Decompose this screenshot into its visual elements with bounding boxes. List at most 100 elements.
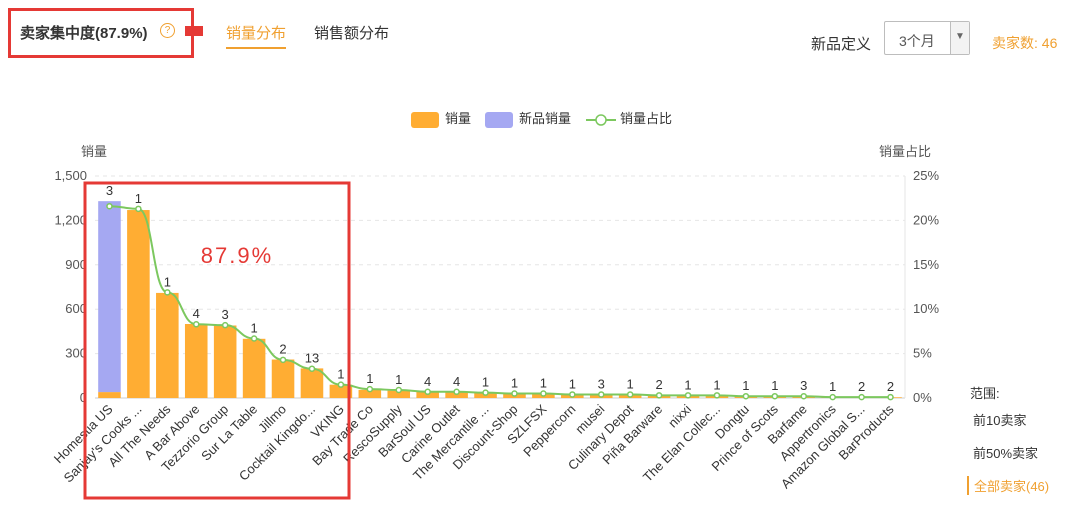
y-tick-label: 1,200 bbox=[54, 212, 87, 227]
bar-data-label: 1 bbox=[164, 274, 171, 289]
ratio-line bbox=[109, 205, 891, 399]
bar-data-label: 1 bbox=[337, 367, 344, 382]
bar-data-label: 4 bbox=[453, 374, 460, 389]
highlight-marker bbox=[185, 26, 203, 36]
new-product-definition-label: 新品定义 bbox=[811, 36, 872, 53]
sales-bar bbox=[271, 359, 295, 398]
range-option-all[interactable]: 全部卖家(46) bbox=[967, 476, 1049, 495]
period-select[interactable]: 3个月 ▼ bbox=[884, 21, 970, 55]
y-axis-title: 销量 bbox=[81, 144, 107, 159]
sales-bar bbox=[242, 338, 266, 398]
bar-data-label: 1 bbox=[771, 378, 778, 393]
new-sales-swatch-icon bbox=[485, 111, 513, 128]
y-tick-label: 600 bbox=[65, 301, 87, 316]
y2-tick-label: 10% bbox=[913, 301, 939, 316]
legend-item-sales[interactable]: 销量 bbox=[411, 108, 471, 128]
legend-item-new-sales[interactable]: 新品销量 bbox=[485, 108, 571, 128]
legend-label-new-sales: 新品销量 bbox=[519, 111, 572, 126]
period-select-value: 3个月 bbox=[899, 33, 935, 49]
bar-data-label: 1 bbox=[627, 376, 634, 391]
tab-sales-distribution[interactable]: 销量分布 bbox=[226, 22, 287, 49]
ratio-point bbox=[540, 390, 547, 397]
sales-bar bbox=[156, 292, 179, 398]
y2-tick-label: 25% bbox=[913, 168, 939, 183]
line-marker-icon bbox=[586, 113, 616, 126]
highlight-box-chart bbox=[83, 181, 351, 500]
bar-data-label: 3 bbox=[598, 376, 605, 391]
bar-data-label: 4 bbox=[193, 306, 200, 321]
bar-data-label: 1 bbox=[395, 372, 402, 387]
ratio-point bbox=[366, 385, 374, 393]
ratio-point bbox=[858, 393, 865, 401]
new-sales-bar bbox=[98, 201, 121, 393]
bar-data-label: 2 bbox=[858, 379, 865, 394]
y-tick-label: 0 bbox=[80, 390, 87, 405]
bar-data-label: 1 bbox=[511, 376, 518, 391]
bar-data-label: 1 bbox=[250, 321, 257, 336]
y2-tick-label: 15% bbox=[913, 257, 939, 272]
ratio-point bbox=[829, 393, 836, 401]
y-tick-label: 900 bbox=[65, 257, 87, 272]
bar-data-label: 2 bbox=[887, 379, 894, 394]
sales-bar bbox=[184, 324, 208, 398]
ratio-point bbox=[308, 365, 316, 372]
bar-data-label: 3 bbox=[222, 307, 229, 322]
ratio-point bbox=[684, 392, 692, 399]
bar-data-label: 1 bbox=[135, 191, 142, 206]
y2-tick-label: 20% bbox=[913, 212, 939, 227]
tab-revenue-distribution[interactable]: 销售额分布 bbox=[314, 25, 390, 42]
y-tick-label: 1,500 bbox=[54, 168, 87, 183]
y2-tick-label: 0% bbox=[913, 390, 932, 405]
ratio-point bbox=[250, 335, 258, 342]
y2-axis-title: 销量占比 bbox=[879, 144, 931, 159]
bar-data-label: 1 bbox=[684, 377, 691, 392]
sales-bar bbox=[98, 392, 121, 398]
y2-tick-label: 5% bbox=[913, 346, 932, 361]
ratio-point bbox=[337, 381, 345, 388]
ratio-point bbox=[800, 392, 807, 400]
ratio-point bbox=[424, 388, 431, 396]
bar-data-label: 13 bbox=[305, 350, 319, 365]
ratio-point bbox=[626, 391, 634, 398]
range-option-top10[interactable]: 前10卖家 bbox=[973, 413, 1027, 428]
legend-label-ratio: 销量占比 bbox=[620, 111, 673, 126]
bar-data-label: 4 bbox=[424, 374, 431, 389]
ratio-point bbox=[279, 356, 287, 364]
sales-bar bbox=[358, 389, 382, 398]
bar-data-label: 1 bbox=[829, 379, 836, 394]
chevron-down-icon[interactable]: ▼ bbox=[950, 22, 969, 54]
bar-data-label: 1 bbox=[540, 376, 547, 391]
ratio-point bbox=[135, 205, 142, 213]
bar-data-label: 3 bbox=[106, 183, 113, 198]
ratio-point bbox=[569, 391, 576, 398]
ratio-point bbox=[655, 392, 663, 399]
ratio-point bbox=[713, 392, 721, 399]
legend-label-sales: 销量 bbox=[445, 111, 472, 126]
bar-data-label: 2 bbox=[655, 377, 662, 392]
bar-data-label: 1 bbox=[482, 375, 489, 390]
sales-bar bbox=[387, 390, 411, 398]
bar-data-label: 1 bbox=[713, 377, 720, 392]
ratio-point bbox=[106, 202, 113, 210]
bar-data-label: 3 bbox=[800, 378, 807, 393]
legend-item-ratio[interactable]: 销量占比 bbox=[586, 108, 672, 128]
concentration-annotation: 87.9% bbox=[201, 243, 273, 268]
sales-bar bbox=[213, 325, 237, 398]
sales-bar bbox=[127, 210, 150, 398]
bar-data-label: 1 bbox=[366, 371, 373, 386]
ratio-point bbox=[193, 321, 200, 328]
ratio-point bbox=[453, 388, 460, 396]
ratio-point bbox=[887, 393, 894, 401]
ratio-point bbox=[742, 392, 750, 400]
sales-swatch-icon bbox=[411, 111, 439, 128]
question-circle-icon[interactable]: ? bbox=[160, 23, 175, 38]
bar-data-label: 1 bbox=[569, 376, 576, 391]
y-tick-label: 300 bbox=[65, 346, 87, 361]
ratio-point bbox=[395, 386, 402, 394]
ratio-point bbox=[164, 289, 171, 296]
ratio-point bbox=[482, 389, 489, 396]
ratio-point bbox=[598, 391, 605, 398]
range-option-top50pct[interactable]: 前50%卖家 bbox=[973, 446, 1039, 461]
page-title: 卖家集中度(87.9%) bbox=[20, 25, 148, 42]
